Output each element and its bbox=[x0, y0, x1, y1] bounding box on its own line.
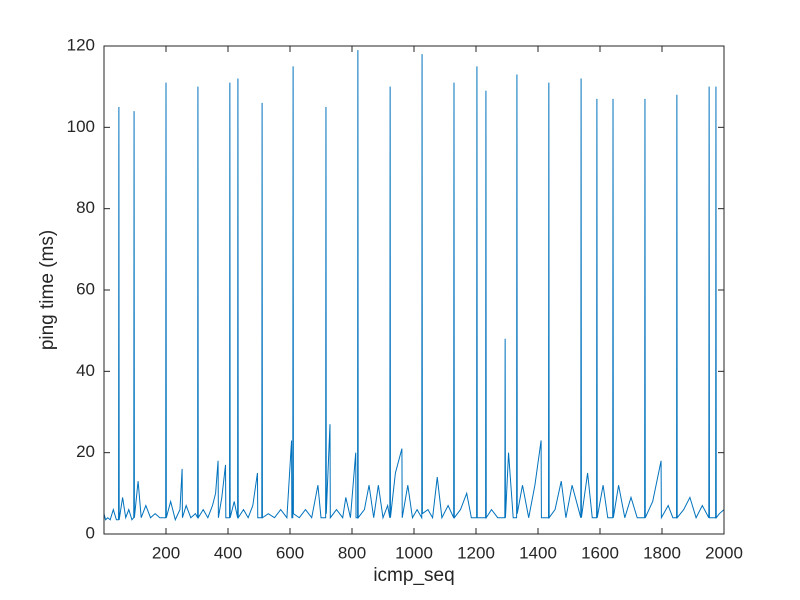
y-tick-label: 100 bbox=[67, 117, 95, 136]
x-tick-label: 1200 bbox=[457, 543, 495, 562]
y-tick-label: 60 bbox=[76, 279, 95, 298]
x-tick-label: 200 bbox=[152, 543, 180, 562]
ping-line bbox=[103, 50, 725, 522]
y-tick-label: 40 bbox=[76, 361, 95, 380]
y-tick-label: 0 bbox=[86, 523, 95, 542]
x-tick-label: 1600 bbox=[581, 543, 619, 562]
x-axis-label: icmp_seq bbox=[373, 565, 454, 586]
x-tick-label: 2000 bbox=[705, 543, 743, 562]
x-tick-label: 1800 bbox=[643, 543, 681, 562]
x-tick-label: 1400 bbox=[519, 543, 557, 562]
y-axis-label: ping time (ms) bbox=[37, 230, 58, 350]
x-tick-label: 400 bbox=[214, 543, 242, 562]
x-tick-label: 600 bbox=[276, 543, 304, 562]
y-tick-label: 120 bbox=[67, 35, 95, 54]
y-tick-label: 20 bbox=[76, 442, 95, 461]
x-tick-label: 800 bbox=[338, 543, 366, 562]
y-tick-label: 80 bbox=[76, 198, 95, 217]
x-tick-label: 1000 bbox=[395, 543, 433, 562]
